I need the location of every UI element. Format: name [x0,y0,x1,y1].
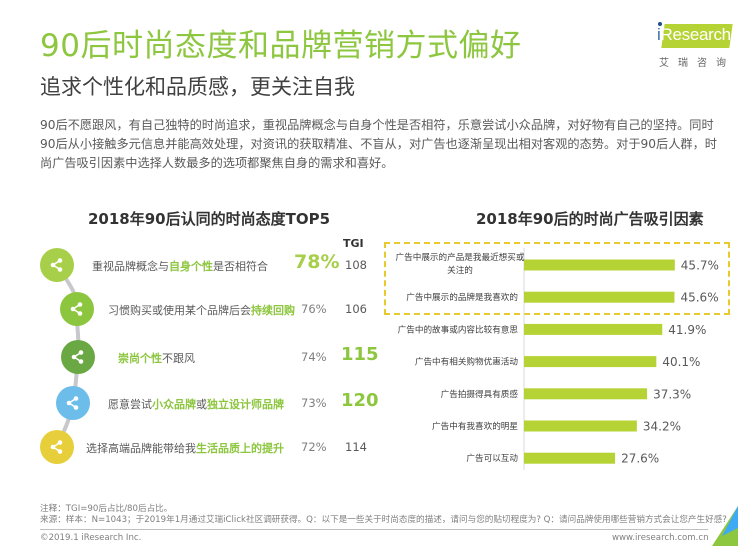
bar-value-label: 45.7% [681,259,719,273]
chart-bar [524,452,616,464]
footer-source: 来源：样本：N=1043；于2019年1月通过艾瑞iClick社区调研获得。Q：… [40,515,727,525]
corner-blue [722,506,738,536]
attitude-item: 重视品牌概念与自身个性是否相符合 78% 108 [0,248,380,282]
category-label: 广告中展示的品牌是我喜欢的 [406,291,518,303]
chart-bar [524,356,657,368]
logo-text: iResearch [657,25,731,44]
iresearch-logo: iResearch 艾瑞咨询 [655,22,735,72]
category-label: 广告中的故事或内容比较有意思 [398,323,519,335]
attitude-tgi: 114 [345,440,367,454]
highlight-box [384,242,730,315]
chart-title: 2018年90后的时尚广告吸引因素 [476,210,704,228]
category-label: 广告拍摄得具有质感 [441,388,519,400]
category-label: 广告可以互动 [466,452,518,464]
attitude-percent: 76% [301,302,327,316]
attitude-percent: 72% [301,440,327,454]
attitude-tgi: 115 [341,344,379,365]
highlight-text: 自身个性 [169,260,213,273]
share-icon [60,292,94,326]
highlight-text: 独立设计师品牌 [207,398,284,411]
plain-text: 不跟风 [162,352,195,365]
footer-note: 注释：TGI=90后占比/80后占比。 [40,504,173,514]
corner-decoration [712,506,738,546]
attitude-text: 愿意尝试小众品牌或独立设计师品牌 [108,396,284,412]
footer-notes: 注释：TGI=90后占比/80后占比。 来源：样本：N=1043；于2019年1… [40,504,727,526]
logo-chinese: 艾瑞咨询 [659,58,735,69]
tgi-header: TGI [343,237,364,250]
plain-text: 愿意尝试 [108,398,152,411]
bar-value-label: 41.9% [668,323,706,337]
share-icon [40,430,74,464]
chart-bar [524,388,648,400]
highlight-text: 持续回购 [251,304,295,317]
attitude-item: 愿意尝试小众品牌或独立设计师品牌 73% 120 [0,386,380,420]
attitude-percent: 74% [301,350,327,364]
bar-value-label: 45.6% [680,291,718,305]
intro-paragraph: 90后不愿跟风，有自己独特的时尚追求，重视品牌概念与自身个性是否相符，乐意尝试小… [40,118,717,170]
attitude-percent: 78% [294,251,340,273]
share-icon [56,386,90,420]
left-panel-title: 2018年90后认同的时尚态度TOP5 [88,210,331,228]
chart-bar [524,259,675,271]
page-title: 90后时尚态度和品牌营销方式偏好 [40,28,522,64]
copyright: ©2019.1 iResearch Inc. [40,533,142,543]
attitude-percent: 73% [301,396,327,410]
attitude-item: 习惯购买或使用某个品牌后会持续回购 76% 106 [0,292,380,326]
attitude-item: 选择高端品牌能带给我生活品质上的提升 72% 114 [0,430,380,464]
category-label: 广告中展示的产品是我最近想买或关注的 [396,251,525,276]
attitude-text: 选择高端品牌能带给我生活品质上的提升 [86,440,284,456]
bar-value-label: 40.1% [662,355,700,369]
highlight-text: 小众品牌 [152,398,196,411]
category-label: 广告中有相关购物优惠活动 [415,356,519,368]
attitude-text: 重视品牌概念与自身个性是否相符合 [92,258,268,274]
plain-text: 是否相符合 [213,260,268,273]
chart-bar [524,323,663,335]
attitude-tgi: 108 [345,258,367,272]
attitude-tgi: 106 [345,302,367,316]
category-label-line: 广告中展示的产品是我最近想买或 [396,251,525,263]
highlight-text: 生活品质上的提升 [196,442,284,455]
attitude-tgi: 120 [341,390,379,411]
category-label: 广告中有我喜欢的明星 [432,420,518,432]
plain-text: 重视品牌概念与 [92,260,169,273]
plain-text: 或 [196,398,207,411]
highlight-text: 崇尚个性 [118,352,162,365]
share-icon [40,248,74,282]
logo-dot [658,22,662,26]
plain-text: 选择高端品牌能带给我 [86,442,196,455]
chart-bar [524,291,675,303]
page-subtitle: 追求个性化和品质感，更关注自我 [40,75,355,99]
footer-divider [40,529,708,530]
plain-text: 习惯购买或使用某个品牌后会 [108,304,251,317]
bar-value-label: 37.3% [653,387,691,401]
website-link[interactable]: www.iresearch.com.cn [612,533,709,543]
bar-value-label: 34.2% [643,420,681,434]
bar-chart-svg: 45.7% 广告中展示的产品是我最近想买或关注的 45.6% 广告中展示的品牌是我喜欢… [396,248,719,470]
category-label-line: 关注的 [447,264,473,276]
attitude-text: 习惯购买或使用某个品牌后会持续回购 [108,302,295,318]
attitude-text: 崇尚个性不跟风 [118,350,195,366]
corner-green [712,506,738,546]
bar-value-label: 27.6% [621,452,659,466]
attitude-item: 崇尚个性不跟风 74% 115 [0,340,380,374]
share-icon [61,340,95,374]
chart-bar [524,420,637,432]
